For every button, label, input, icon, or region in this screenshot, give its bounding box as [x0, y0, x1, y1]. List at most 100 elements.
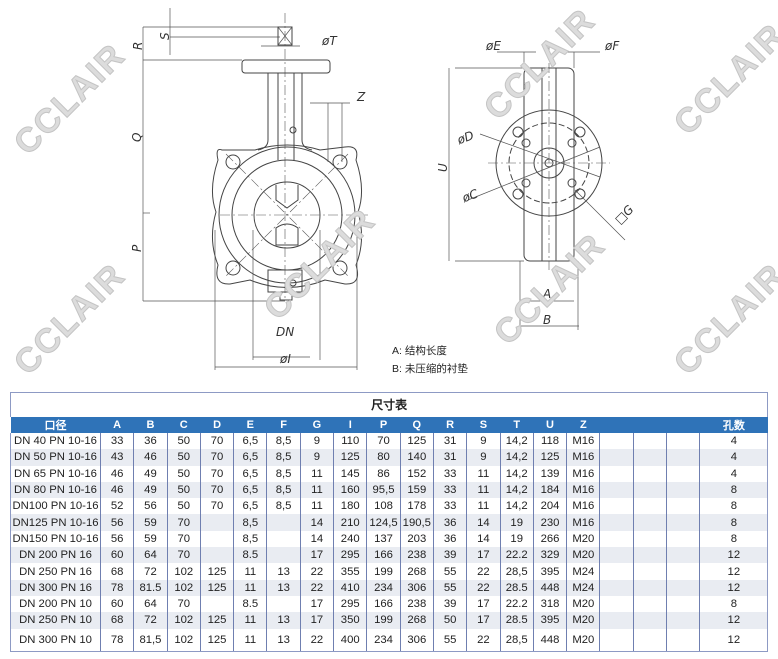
- dim-label-e: øE: [485, 39, 501, 53]
- table-cell: 11: [233, 579, 267, 596]
- table-cell: 203: [399, 530, 434, 548]
- table-cell: 70: [199, 465, 234, 482]
- table-cell: 140: [399, 449, 434, 466]
- table-cell: 266: [532, 530, 567, 548]
- table-cell: 14: [299, 514, 334, 531]
- table-cell: 17: [299, 612, 334, 629]
- table-cell: [266, 595, 301, 613]
- table-cell: [632, 433, 667, 450]
- table-cell: 22: [299, 563, 334, 580]
- table-cell: 395: [532, 563, 567, 580]
- table-cell: 60: [99, 595, 134, 613]
- table-row: DN 80 PN 10-16 46 49 50 70 6,5 8,5 11 160 95,5 159…: [10, 481, 769, 499]
- table-cell: 70: [366, 433, 401, 450]
- table-cell: 8: [699, 595, 769, 613]
- table-cell: 199: [366, 612, 401, 629]
- table-cell: 14,2: [499, 449, 534, 466]
- table-cell: 11: [233, 628, 267, 652]
- dimension-labels-front: R S øT Z Q P DN øI: [130, 32, 366, 366]
- table-cell: 70: [199, 433, 234, 450]
- table-cell: 43: [99, 449, 134, 466]
- table-cell: DN 65 PN 10-16: [10, 465, 101, 482]
- butterfly-valve-drawing: R S øT Z Q P DN øI øE øF øD øC: [130, 8, 636, 370]
- table-cell: 68: [99, 612, 134, 629]
- table-cell: 13: [266, 628, 301, 652]
- table-cell: [266, 547, 301, 564]
- table-cell: [599, 514, 634, 531]
- table-cell: 125: [399, 433, 434, 450]
- table-cell: 400: [333, 628, 367, 652]
- table-cell: 50: [166, 498, 201, 515]
- table-cell: 166: [366, 595, 401, 613]
- table-cell: M16: [566, 449, 600, 466]
- table-cell: [632, 449, 667, 466]
- table-cell: [632, 514, 667, 531]
- dim-label-f: øF: [604, 39, 620, 53]
- table-cell: 59: [133, 514, 168, 531]
- dimension-table: 尺寸表 口径 A B C D E F G I P Q R S T U Z 孔数 DN 40 PN 10-16 33…: [10, 392, 769, 652]
- table-cell: 68: [99, 563, 134, 580]
- table-cell: 295: [333, 595, 367, 613]
- table-cell: [666, 498, 700, 515]
- dim-label-u: U: [436, 163, 450, 172]
- table-cell: [632, 563, 667, 580]
- table-cell: 295: [333, 547, 367, 564]
- table-cell: 6,5: [233, 449, 267, 466]
- table-cell: 12: [699, 628, 769, 652]
- table-cell: [632, 530, 667, 548]
- table-cell: DN 200 PN 10: [10, 595, 101, 613]
- table-cell: 329: [532, 547, 567, 564]
- column-header: I: [333, 417, 367, 433]
- table-row: DN125 PN 10-16 56 59 70 8,5 14 210 124,5 190,5 36…: [10, 514, 769, 531]
- table-cell: [599, 449, 634, 466]
- table-cell: 9: [466, 449, 501, 466]
- table-cell: [599, 530, 634, 548]
- table-cell: 14,2: [499, 433, 534, 450]
- column-header: Q: [400, 417, 434, 433]
- table-cell: M20: [566, 612, 600, 629]
- table-cell: [666, 612, 700, 629]
- table-cell: 124,5: [366, 514, 401, 531]
- table-cell: DN 250 PN 16: [10, 563, 101, 580]
- table-cell: 4: [699, 449, 769, 466]
- table-row: DN 65 PN 10-16 46 49 50 70 6,5 8,5 11 145 86 152 33…: [10, 465, 769, 482]
- dim-label-s: S: [158, 32, 172, 40]
- table-row: DN 300 PN 16 78 81.5 102 125 11 13 22 410 234 306 5…: [10, 579, 769, 596]
- table-cell: [199, 514, 234, 531]
- dim-label-b: B: [543, 313, 551, 327]
- table-cell: 102: [166, 563, 201, 580]
- table-cell: 46: [99, 481, 134, 499]
- table-cell: 12: [699, 612, 769, 629]
- table-cell: 139: [532, 465, 567, 482]
- table-row: DN 200 PN 10 60 64 70 8.5 17 295 166 238 39 17 22.2…: [10, 595, 769, 613]
- table-cell: [666, 514, 700, 531]
- table-cell: 64: [133, 547, 168, 564]
- table-cell: 12: [699, 563, 769, 580]
- table-cell: 59: [133, 530, 168, 548]
- table-header-row: 口径 A B C D E F G I P Q R S T U Z 孔数: [10, 417, 768, 433]
- dim-label-g: □G: [612, 202, 636, 226]
- table-cell: 81,5: [133, 628, 168, 652]
- table-cell: 11: [233, 612, 267, 629]
- table-cell: 166: [366, 547, 401, 564]
- table-cell: 12: [699, 579, 769, 596]
- table-row: DN 300 PN 10 78 81,5 102 125 11 13 22 400 234 306 5…: [10, 628, 769, 652]
- table-cell: M20: [566, 628, 600, 652]
- table-cell: 39: [432, 547, 467, 564]
- table-cell: 184: [532, 481, 567, 499]
- dimension-labels-side: øE øF øD øC □G U A B: [436, 39, 636, 327]
- column-header: C: [167, 417, 201, 433]
- table-cell: 17: [466, 612, 501, 629]
- table-cell: [666, 433, 700, 450]
- table-cell: 125: [199, 612, 234, 629]
- table-cell: 22: [299, 579, 334, 596]
- table-cell: 11: [466, 465, 501, 482]
- table-cell: 4: [699, 465, 769, 482]
- legend-a: A: 结构长度: [392, 345, 447, 357]
- table-cell: [632, 465, 667, 482]
- table-cell: 19: [499, 514, 534, 531]
- table-cell: [666, 563, 700, 580]
- table-cell: [199, 595, 234, 613]
- table-cell: [666, 579, 700, 596]
- column-header: B: [133, 417, 168, 433]
